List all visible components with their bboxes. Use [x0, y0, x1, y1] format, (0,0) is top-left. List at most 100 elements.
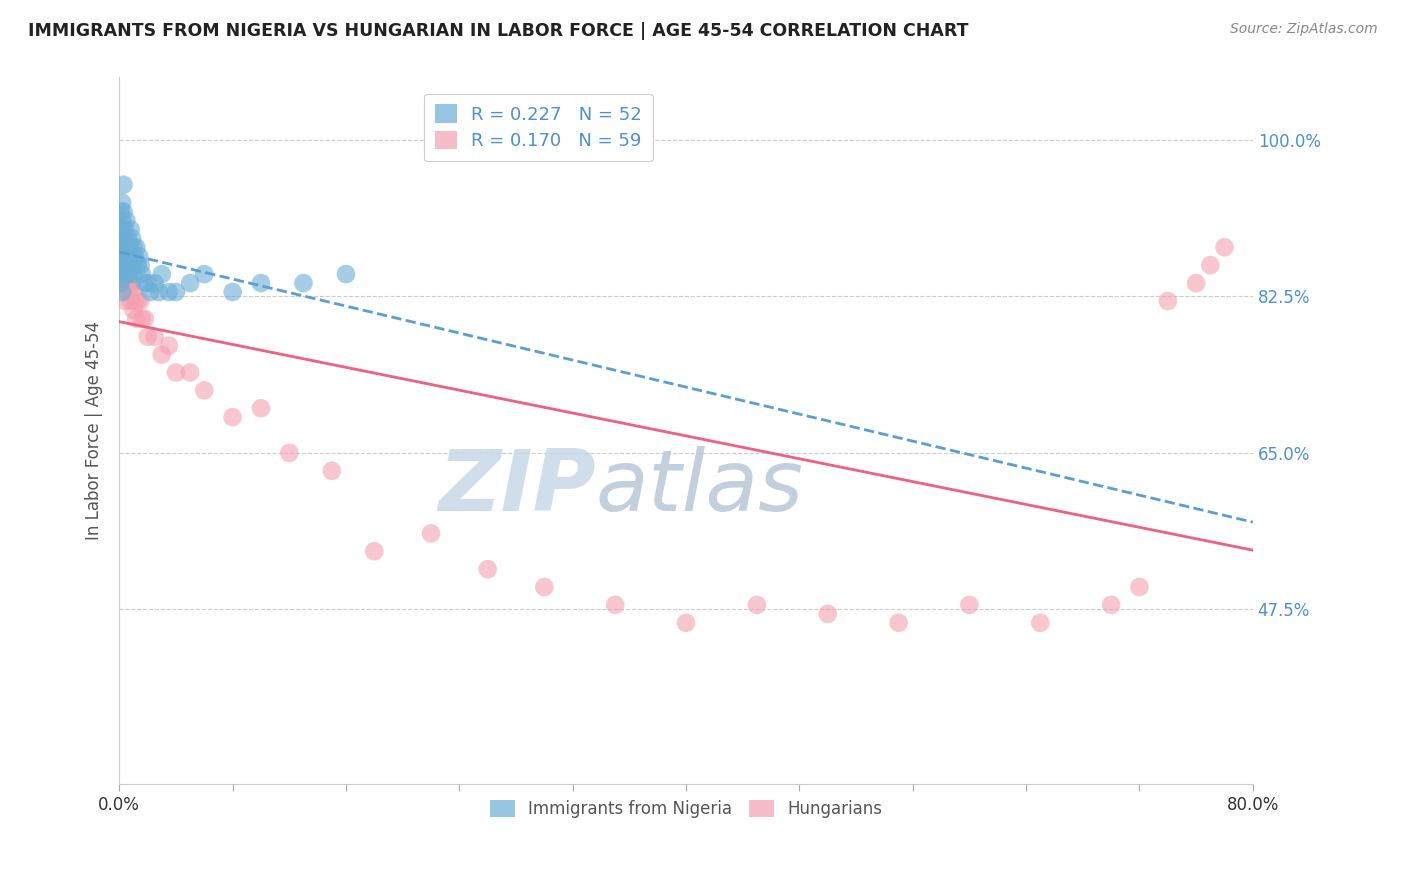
Point [1185, 276, 1208, 290]
Point [111, 285, 134, 299]
Point [179, 366, 201, 380]
Point [250, 276, 273, 290]
Point [124, 293, 146, 308]
Point [111, 258, 134, 272]
Point [533, 580, 555, 594]
Point [136, 329, 159, 343]
Point [221, 410, 243, 425]
Point [959, 598, 981, 612]
Point [250, 401, 273, 416]
Point [675, 615, 697, 630]
Point [118, 267, 141, 281]
Point [118, 240, 141, 254]
Point [121, 276, 143, 290]
Point [128, 249, 150, 263]
Point [110, 258, 132, 272]
Point [817, 607, 839, 621]
Point [121, 258, 143, 272]
Point [221, 285, 243, 299]
Point [1157, 293, 1180, 308]
Point [143, 329, 166, 343]
Point [1029, 615, 1052, 630]
Point [115, 267, 138, 281]
Point [118, 285, 141, 299]
Point [115, 258, 138, 272]
Point [115, 240, 138, 254]
Point [111, 213, 134, 227]
Point [117, 258, 139, 272]
Point [114, 276, 136, 290]
Point [157, 339, 180, 353]
Point [420, 526, 443, 541]
Point [125, 311, 148, 326]
Point [150, 348, 173, 362]
Point [111, 231, 134, 245]
Point [193, 267, 215, 281]
Point [150, 267, 173, 281]
Point [148, 285, 170, 299]
Point [111, 276, 134, 290]
Point [110, 240, 132, 254]
Point [605, 598, 627, 612]
Point [120, 293, 142, 308]
Point [477, 562, 499, 576]
Point [134, 311, 156, 326]
Point [1199, 258, 1222, 272]
Point [278, 446, 301, 460]
Text: Source: ZipAtlas.com: Source: ZipAtlas.com [1230, 22, 1378, 37]
Point [111, 249, 134, 263]
Point [110, 204, 132, 219]
Point [114, 267, 136, 281]
Point [1099, 598, 1122, 612]
Point [139, 285, 162, 299]
Point [124, 249, 146, 263]
Point [122, 285, 145, 299]
Point [157, 285, 180, 299]
Point [114, 258, 136, 272]
Point [134, 276, 156, 290]
Point [179, 276, 201, 290]
Point [321, 464, 343, 478]
Text: IMMIGRANTS FROM NIGERIA VS HUNGARIAN IN LABOR FORCE | AGE 45-54 CORRELATION CHAR: IMMIGRANTS FROM NIGERIA VS HUNGARIAN IN … [28, 22, 969, 40]
Point [131, 267, 153, 281]
Point [114, 222, 136, 236]
Point [111, 258, 134, 272]
Point [112, 276, 135, 290]
Point [129, 293, 152, 308]
Point [112, 231, 135, 245]
Point [112, 240, 135, 254]
Text: ZIP: ZIP [437, 446, 595, 529]
Point [745, 598, 768, 612]
Point [110, 249, 132, 263]
Point [111, 195, 134, 210]
Point [110, 276, 132, 290]
Point [887, 615, 910, 630]
Point [165, 285, 187, 299]
Point [136, 276, 159, 290]
Point [131, 311, 153, 326]
Point [122, 267, 145, 281]
Point [1128, 580, 1150, 594]
Legend: Immigrants from Nigeria, Hungarians: Immigrants from Nigeria, Hungarians [484, 793, 889, 825]
Point [127, 293, 149, 308]
Point [363, 544, 385, 558]
Point [117, 276, 139, 290]
Point [120, 249, 142, 263]
Point [122, 240, 145, 254]
Point [1213, 240, 1236, 254]
Point [122, 302, 145, 317]
Point [111, 240, 134, 254]
Point [115, 276, 138, 290]
Y-axis label: In Labor Force | Age 45-54: In Labor Force | Age 45-54 [86, 321, 103, 540]
Point [114, 293, 136, 308]
Point [120, 276, 142, 290]
Point [193, 384, 215, 398]
Point [110, 240, 132, 254]
Point [115, 240, 138, 254]
Point [127, 258, 149, 272]
Point [117, 231, 139, 245]
Point [120, 222, 142, 236]
Point [121, 231, 143, 245]
Point [115, 213, 138, 227]
Point [118, 267, 141, 281]
